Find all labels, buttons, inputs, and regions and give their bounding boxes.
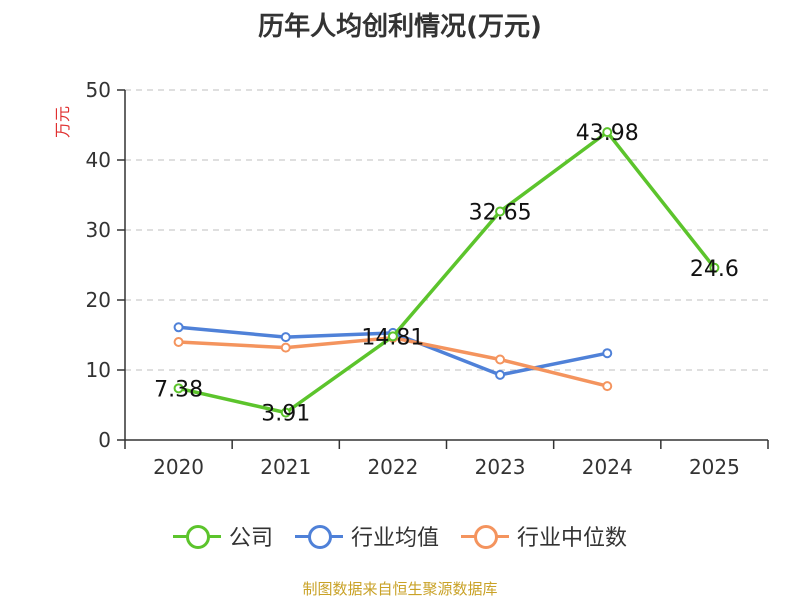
data-label: 7.38 — [154, 377, 203, 402]
legend-swatch-icon — [461, 524, 509, 549]
legend-label: 行业中位数 — [517, 526, 628, 551]
data-point — [495, 369, 506, 380]
data-point — [173, 383, 184, 394]
source-note: 制图数据来自恒生聚源数据库 — [302, 580, 498, 598]
data-point — [280, 342, 291, 353]
x-tick-label: 2020 — [153, 455, 204, 479]
data-point — [173, 322, 184, 333]
series-lines — [173, 127, 720, 418]
data-point — [495, 354, 506, 365]
data-label: 24.6 — [690, 257, 739, 282]
x-tick-label: 2022 — [367, 455, 418, 479]
data-point — [602, 381, 613, 392]
legend-swatch-icon — [172, 524, 221, 549]
y-axis-title: 万元 — [53, 106, 72, 138]
axes: 0 10 20 30 40 50 2020 2021 2022 2023 2024 2025 万元 — [53, 78, 769, 479]
x-tick-label: 2025 — [689, 455, 740, 479]
data-point — [602, 348, 613, 359]
chart-title: 历年人均创利情况(万元) — [258, 12, 542, 42]
legend-item[interactable]: 公司 — [172, 520, 273, 552]
x-tick-label: 2023 — [475, 455, 526, 479]
legend-item[interactable]: 行业中位数 — [461, 520, 627, 552]
y-tick-label: 40 — [86, 148, 111, 172]
legend-label: 公司 — [228, 526, 273, 551]
data-point — [602, 127, 613, 138]
y-tick-label: 20 — [86, 288, 111, 312]
legend-item[interactable]: 行业均值 — [294, 520, 439, 552]
data-point — [280, 332, 291, 343]
data-label: 14.81 — [361, 325, 424, 350]
y-tick-label: 0 — [98, 428, 111, 452]
data-point — [709, 262, 720, 273]
data-label: 32.65 — [469, 200, 532, 225]
x-tick-label: 2024 — [582, 455, 633, 479]
data-point — [387, 331, 398, 342]
y-tick-label: 50 — [86, 78, 111, 102]
grid-lines — [125, 89, 768, 371]
x-tick-label: 2021 — [260, 455, 311, 479]
legend-swatch-icon — [294, 524, 343, 549]
data-point — [280, 407, 291, 418]
legend: 公司 行业均值 行业中位数 — [0, 520, 800, 552]
legend-label: 行业均值 — [350, 526, 439, 551]
series-line — [178, 130, 716, 415]
data-label: 43.98 — [576, 121, 639, 146]
data-labels: 7.38 3.91 14.81 32.65 43.98 24.6 — [154, 121, 739, 426]
data-label: 3.91 — [261, 402, 310, 427]
y-tick-label: 30 — [86, 218, 111, 242]
y-tick-label: 10 — [86, 358, 111, 382]
data-point — [495, 206, 506, 217]
data-point — [173, 337, 184, 347]
